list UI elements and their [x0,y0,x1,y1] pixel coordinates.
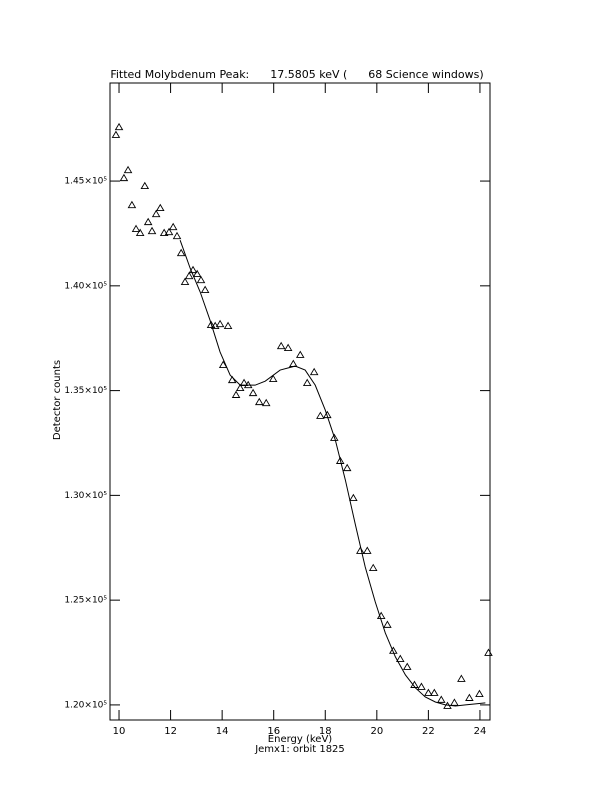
x-tick-label: 20 [370,726,383,737]
data-point [114,122,124,131]
data-point [155,203,165,212]
data-point [254,397,264,406]
data-point [363,546,372,554]
data-point [276,341,286,350]
data-point [180,277,190,286]
data-point [164,227,174,236]
y-tick-label: 1.45×10⁵ [64,177,107,187]
data-point [457,674,466,682]
fit-line [179,239,486,707]
data-point [383,620,392,628]
data-point [218,360,228,368]
plot-frame [109,82,491,721]
data-point [248,388,258,397]
x-tick-label: 24 [474,726,487,737]
data-point [172,231,182,240]
y-tick-label: 1.40×10⁵ [64,281,107,291]
data-point [151,209,161,218]
footnote: Jemx1: orbit 1825 [254,744,345,755]
data-point [184,271,194,280]
x-tick-label: 22 [422,726,435,737]
x-tick-label: 16 [267,726,280,737]
data-point [261,398,271,407]
data-point [356,546,365,554]
data-point [465,693,474,701]
data-point [342,463,352,472]
data-point [430,688,439,696]
data-point [131,224,141,232]
y-axis-label: Detector counts [52,360,63,440]
data-point [227,375,237,384]
data-point [111,130,121,138]
data-point [147,226,157,235]
data-point [127,200,137,209]
data-point [196,275,206,284]
data-point [450,698,459,706]
data-point [424,688,433,696]
y-tick-label: 1.30×10⁵ [64,491,107,501]
data-point [402,662,412,670]
data-point [295,350,305,358]
data-point [302,378,312,387]
y-tick-label: 1.20×10⁵ [64,700,107,710]
data-point [119,173,129,182]
data-point [140,181,150,190]
data-point [330,433,339,441]
x-axis-label: Energy (keV) [268,734,333,745]
data-point [235,383,245,392]
y-tick-label: 1.25×10⁵ [64,596,107,606]
data-point [475,689,484,697]
data-point [168,222,178,231]
data-point [159,228,169,236]
data-point [135,228,145,236]
data-point [309,367,319,376]
data-point [143,217,153,226]
x-tick-label: 18 [319,726,332,737]
data-point [206,320,216,328]
data-point [123,165,133,174]
y-tick-label: 1.35×10⁵ [64,386,107,396]
data-point [484,648,493,656]
chart-title: Fitted Molybdenum Peak: 17.5805 keV ( 68… [110,68,483,81]
data-point [349,493,358,502]
x-tick-label: 10 [113,726,126,737]
data-point [316,411,325,419]
data-point [268,374,278,383]
data-point [192,269,202,278]
data-point [335,456,345,464]
data-point [200,285,210,293]
data-point [396,654,405,662]
data-point [223,321,233,330]
data-point [176,248,186,257]
data-point [215,319,225,328]
x-tick-label: 12 [164,726,177,737]
x-tick-label: 14 [216,726,229,737]
data-point [436,695,446,703]
data-point [368,563,378,572]
data-point [417,682,426,690]
data-point [283,343,293,352]
data-point [231,390,241,398]
data-point [389,646,398,654]
